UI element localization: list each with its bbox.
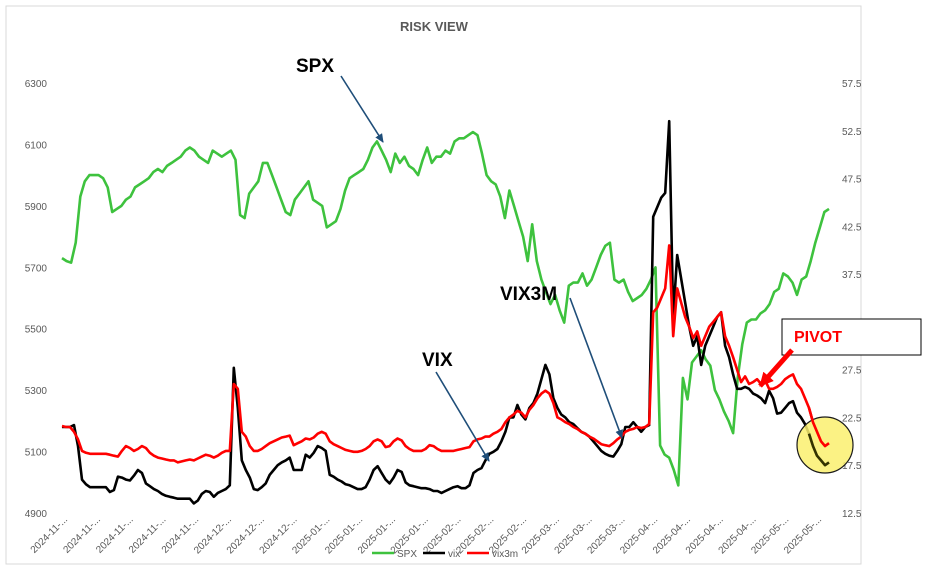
vix-arrow: [435, 371, 490, 462]
vix3m-arrow: [569, 297, 623, 439]
chart-title: RISK VIEW: [400, 19, 469, 34]
annotation-label-vix3m: VIX3M: [500, 284, 557, 305]
left-tick-label: 5100: [25, 448, 48, 459]
legend-label: vix3m: [492, 549, 518, 560]
pivot-arrow: [758, 348, 794, 388]
left-tick-label: 6300: [25, 79, 48, 90]
left-tick-label: 5300: [25, 386, 48, 397]
annotation-label-spx: SPX: [296, 56, 334, 77]
legend: SPX vix vix3m: [372, 549, 518, 560]
left-tick-label: 5500: [25, 325, 48, 336]
right-tick-label: 12.5: [842, 509, 862, 520]
left-tick-label: 4900: [25, 509, 48, 520]
series-layer: [61, 119, 830, 505]
left-tick-label: 6100: [25, 140, 48, 151]
vix3m-tail: [807, 407, 830, 448]
annotation-label-vix: VIX: [422, 350, 453, 371]
pivot-box: [781, 318, 922, 356]
right-tick-label: 27.5: [842, 366, 862, 377]
right-tick-label: 52.5: [842, 127, 862, 138]
right-tick-label: 42.5: [842, 222, 862, 233]
left-tick-label: 5900: [25, 202, 48, 213]
series-line-vix3m: [61, 244, 830, 464]
annotation-label-pivot: PIVOT: [794, 329, 842, 346]
vix-tail: [807, 433, 830, 467]
series-line-spx: [61, 130, 830, 487]
chart-area-border: [5, 5, 862, 565]
right-tick-label: 57.5: [842, 79, 862, 90]
right-tick-label: 22.5: [842, 413, 862, 424]
left-axis: 4900 5100 5300 5500 5700 5900 6100 6300: [25, 79, 48, 520]
legend-label: vix: [448, 549, 460, 560]
right-tick-label: 17.5: [842, 461, 862, 472]
series-line-vix: [62, 119, 830, 505]
annotation-layer: SPX VIX3M VIX PIVOT: [296, 56, 922, 474]
spx-arrow: [340, 75, 384, 143]
legend-label: SPX: [397, 549, 417, 560]
right-tick-label: 47.5: [842, 175, 862, 186]
right-tick-label: 37.5: [842, 270, 862, 281]
left-tick-label: 5700: [25, 263, 48, 274]
